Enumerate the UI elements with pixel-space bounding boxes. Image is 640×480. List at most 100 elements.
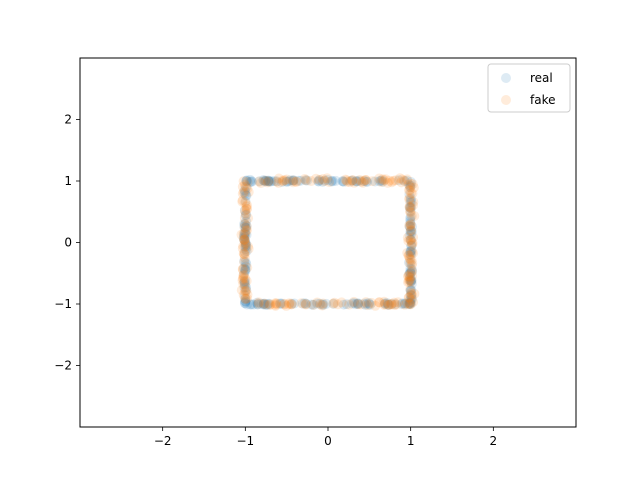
legend-box (487, 63, 571, 113)
scatter-point-fake (270, 299, 281, 310)
scatter-point-fake (279, 299, 290, 310)
scatter-point-fake (385, 299, 396, 310)
scatter-point-real (318, 299, 329, 310)
scatter-point-fake (354, 174, 365, 185)
scatter-point-fake (406, 267, 417, 278)
scatter-point-real (390, 299, 401, 310)
scatter-point-real (258, 299, 269, 310)
scatter-point-fake (270, 298, 281, 309)
scatter-point-fake (273, 173, 284, 184)
scatter-point-fake (380, 174, 391, 185)
scatter-point-real (405, 234, 416, 245)
scatter-point-real (405, 195, 416, 206)
scatter-point-fake (405, 272, 416, 283)
scatter-point-fake (239, 235, 250, 246)
scatter-point-real (314, 298, 325, 309)
scatter-point-fake (344, 299, 355, 310)
scatter-point-fake (242, 200, 253, 211)
scatter-point-fake (239, 222, 250, 233)
scatter-point-fake (277, 175, 288, 186)
scatter-point-real (405, 218, 416, 229)
scatter-point-real (406, 235, 417, 246)
scatter-point-fake (238, 278, 249, 289)
scatter-point-fake (237, 196, 248, 207)
scatter-point-real (240, 190, 251, 201)
scatter-point-fake (283, 299, 294, 310)
scatter-point-real (349, 297, 360, 308)
scatter-point-real (403, 257, 414, 268)
scatter-point-real (319, 175, 330, 186)
scatter-point-fake (405, 225, 416, 236)
scatter-point-fake (360, 174, 371, 185)
scatter-point-fake (380, 299, 391, 310)
scatter-point-fake (328, 298, 339, 309)
scatter-point-fake (406, 260, 417, 271)
scatter-point-real (286, 298, 297, 309)
scatter-point-fake (240, 294, 251, 305)
scatter-point-fake (241, 204, 252, 215)
scatter-point-fake (236, 285, 247, 296)
scatter-point-real (256, 298, 267, 309)
scatter-point-fake (405, 284, 416, 295)
scatter-point-fake (406, 211, 417, 222)
scatter-point-fake (403, 250, 414, 261)
scatter-point-fake (404, 250, 415, 261)
scatter-point-fake (358, 177, 369, 188)
scatter-point-fake (314, 174, 325, 185)
scatter-point-real (347, 175, 358, 186)
scatter-point-fake (401, 298, 412, 309)
scatter-point-real (406, 275, 417, 286)
scatter-point-real (246, 176, 257, 187)
scatter-point-real (405, 246, 416, 257)
scatter-point-real (404, 269, 415, 280)
scatter-point-fake (242, 176, 253, 187)
scatter-point-real (353, 298, 364, 309)
scatter-point-fake (237, 273, 248, 284)
scatter-point-real (241, 175, 252, 186)
scatter-point-real (405, 257, 416, 268)
scatter-point-fake (409, 288, 420, 299)
scatter-point-real (239, 247, 250, 258)
scatter-point-fake (389, 299, 400, 310)
scatter-point-fake (238, 270, 249, 281)
scatter-point-fake (238, 248, 249, 259)
scatter-point-real (263, 176, 274, 187)
scatter-point-real (361, 176, 372, 187)
scatter-point-fake (239, 234, 250, 245)
scatter-point-fake (255, 178, 266, 189)
scatter-point-real (241, 176, 252, 187)
scatter-point-real (246, 176, 257, 187)
scatter-point-real (313, 176, 324, 187)
scatter-point-fake (239, 213, 250, 224)
scatter-point-real (405, 263, 416, 274)
scatter-point-real (405, 297, 416, 308)
scatter-point-real (405, 247, 416, 258)
scatter-point-real (405, 197, 416, 208)
scatter-point-real (241, 190, 252, 201)
scatter-point-fake (312, 297, 323, 308)
scatter-point-fake (382, 177, 393, 188)
scatter-point-fake (405, 202, 416, 213)
scatter-point-fake (397, 174, 408, 185)
scatter-point-real (264, 298, 275, 309)
scatter-point-real (241, 216, 252, 227)
scatter-point-fake (406, 237, 417, 248)
scatter-point-real (338, 299, 349, 310)
scatter-point-real (245, 174, 256, 185)
scatter-point-fake (360, 175, 371, 186)
scatter-point-fake (241, 275, 252, 286)
scatter-point-fake (384, 175, 395, 186)
scatter-point-real (239, 276, 250, 287)
series-fake-points (236, 173, 420, 311)
scatter-point-real (259, 176, 270, 187)
scatter-point-real (248, 299, 259, 310)
scatter-point-fake (300, 299, 311, 310)
scatter-point-real (352, 298, 363, 309)
scatter-point-real (404, 180, 415, 191)
scatter-point-fake (362, 300, 373, 311)
scatter-point-real (406, 290, 417, 301)
scatter-point-real (262, 298, 273, 309)
scatter-point-real (240, 222, 251, 233)
scatter-point-fake (404, 275, 415, 286)
scatter-point-fake (240, 286, 251, 297)
